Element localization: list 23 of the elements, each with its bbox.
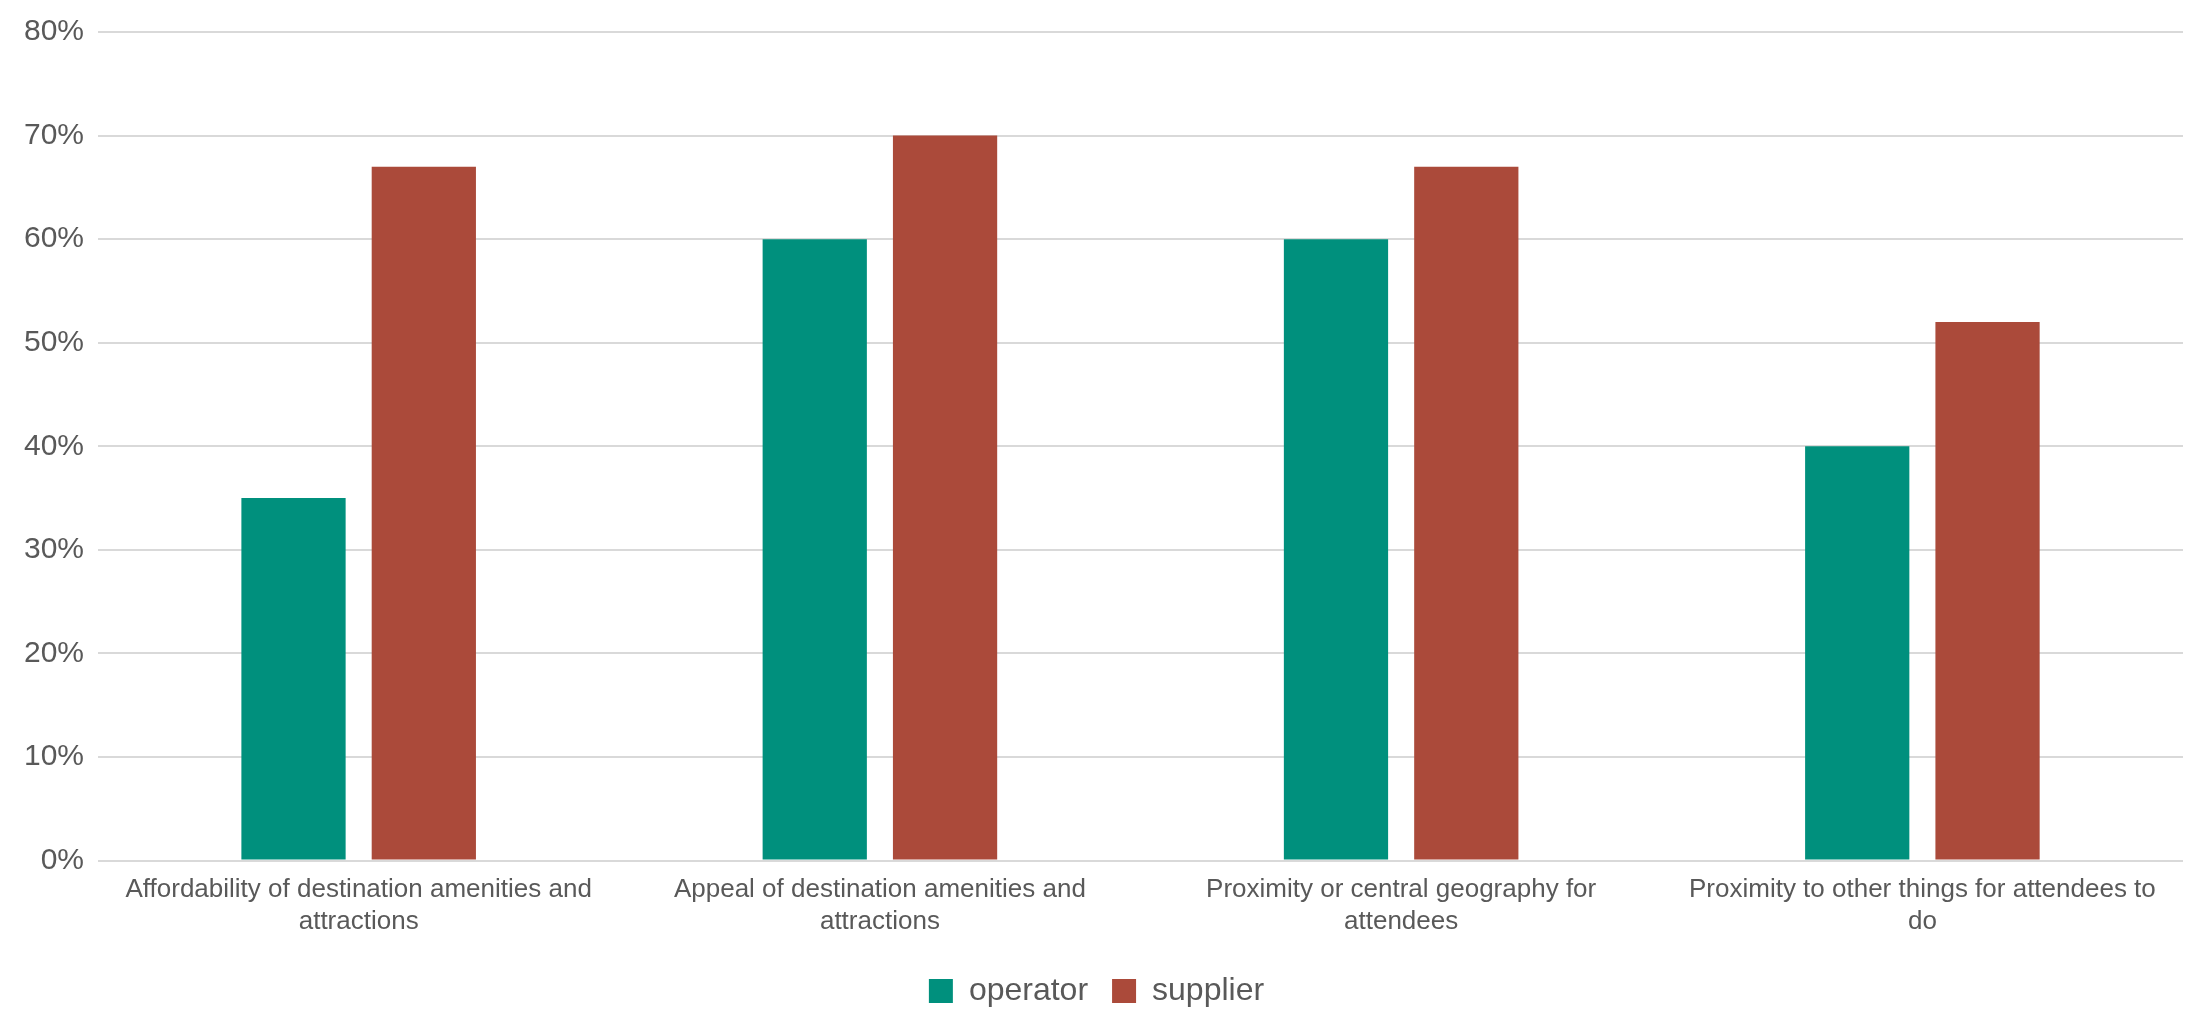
- y-tick-label: 60%: [24, 220, 85, 254]
- legend-label: supplier: [1152, 970, 1265, 1007]
- x-tick-label: Proximity to other things for attendees to do: [1688, 873, 2156, 935]
- y-tick-label: 40%: [24, 427, 85, 461]
- y-tick-label: 80%: [24, 13, 85, 47]
- y-tick-label: 30%: [24, 531, 85, 565]
- bar: [892, 135, 998, 860]
- bar: [371, 166, 476, 860]
- x-tick-label: Appeal of destination amenities and attractions: [673, 873, 1086, 935]
- legend-label: operator: [968, 970, 1089, 1007]
- y-tick-label: 50%: [24, 323, 85, 357]
- x-tick-label: Affordability of destination amenities and attractions: [125, 873, 592, 935]
- y-tick-label: 70%: [24, 116, 85, 150]
- bar: [241, 498, 346, 860]
- bar: [1414, 166, 1519, 860]
- bar: [1805, 446, 1910, 860]
- x-tick-label: Proximity or central geography for attendees: [1206, 873, 1597, 935]
- y-tick-label: 10%: [24, 738, 85, 772]
- bar: [1283, 239, 1389, 860]
- bar: [1935, 322, 2040, 860]
- y-tick-label: 20%: [24, 634, 85, 668]
- y-tick-label: 0%: [40, 841, 85, 875]
- bar: [762, 239, 867, 860]
